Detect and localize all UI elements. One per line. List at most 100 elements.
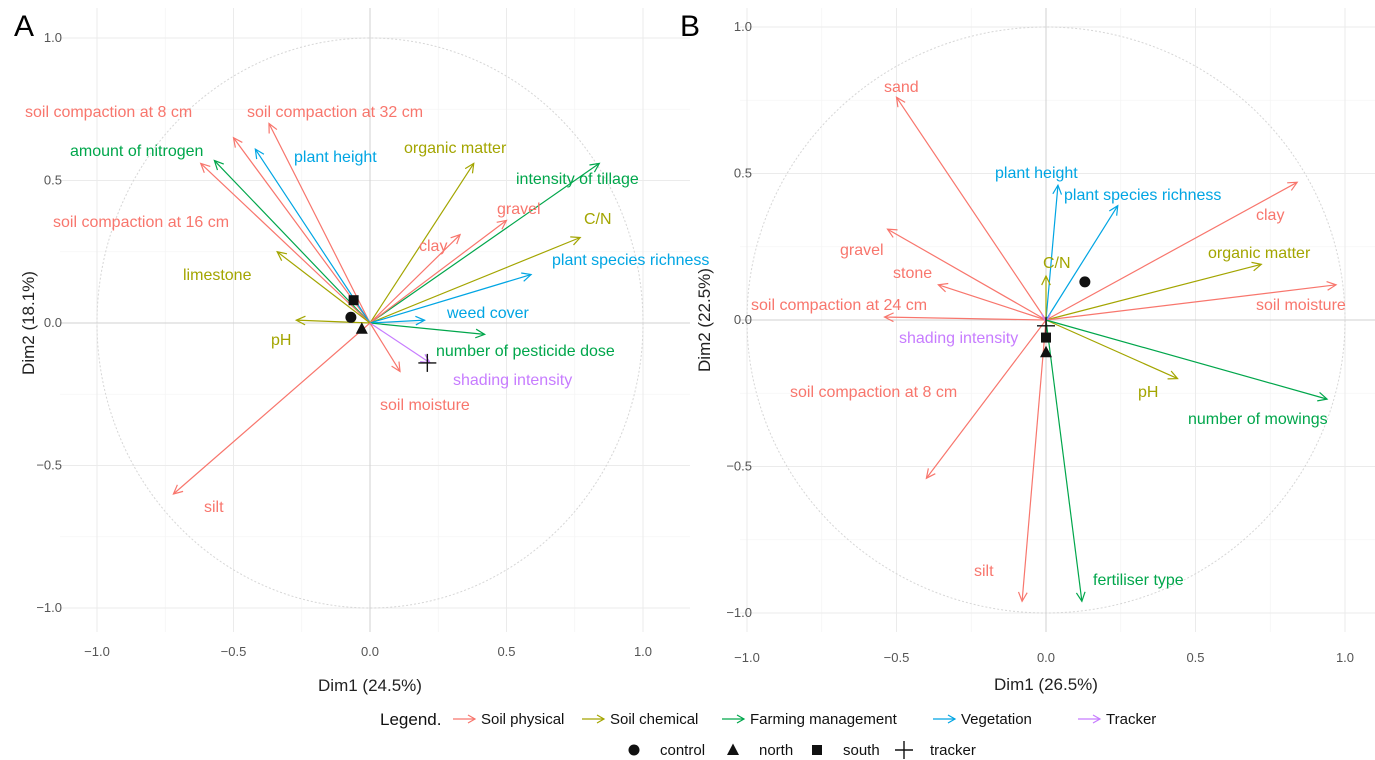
arrow-head: [213, 159, 224, 171]
vector-soil-compaction-at-8-cm: soil compaction at 8 cm: [25, 104, 371, 324]
point-north: [355, 322, 368, 334]
vector-line: [268, 123, 371, 324]
arrow-head: [276, 250, 288, 261]
vector-label: plant height: [294, 149, 377, 166]
points: [345, 295, 437, 372]
arrow-head: [1075, 591, 1086, 603]
vector-organic-matter: organic matter: [1045, 245, 1311, 321]
arrow-head: [1052, 183, 1063, 195]
arrow-head: [589, 162, 601, 173]
vector-label: C/N: [584, 211, 612, 228]
arrow-head: [937, 282, 949, 293]
arrow-head: [232, 136, 243, 148]
vector-line: [1021, 319, 1047, 602]
vector-label: stone: [893, 265, 932, 282]
x-tick-label: 0.0: [1037, 650, 1055, 665]
legend-item-tracker: Tracker: [1078, 711, 1156, 728]
legend-symbol: [812, 745, 822, 755]
points: [1037, 276, 1091, 358]
arrow-head: [294, 315, 306, 326]
panel-letter: B: [680, 10, 700, 43]
arrow-head: [254, 147, 265, 160]
y-tick-label: −0.5: [726, 459, 752, 474]
legend-label: south: [843, 742, 880, 759]
arrow-head: [268, 122, 278, 134]
x-tick-label: −0.5: [884, 650, 910, 665]
arrow-head: [464, 162, 475, 174]
arrow-head: [475, 328, 487, 339]
panel-b: −1.0 −0.5 0.0 0.5 1.0 −1.0 −0.5 0.0 0.5 1.0 Dim1 (…: [680, 8, 1375, 694]
vector-line: [887, 228, 1047, 321]
y-tick-label: −1.0: [726, 605, 752, 620]
arrow-head: [1251, 261, 1263, 272]
arrow-head: [1317, 392, 1329, 402]
vector-plant-height: plant height: [995, 165, 1078, 321]
vector-label: soil compaction at 32 cm: [247, 104, 423, 121]
x-axis-title: Dim1 (24.5%): [318, 676, 422, 695]
vector-line: [369, 322, 485, 335]
vector-line: [369, 319, 425, 324]
vector-ph: pH: [1045, 319, 1179, 401]
vector-plant-height: plant height: [254, 147, 377, 324]
arrow-head: [496, 219, 508, 230]
vector-label: number of pesticide dose: [436, 343, 615, 360]
legend-arrow-head: [596, 714, 606, 724]
legend-item-north: north: [727, 742, 793, 759]
vector-line: [884, 316, 1047, 321]
vector-ph: pH: [271, 315, 371, 349]
legend-label: tracker: [930, 742, 976, 759]
point-north: [1040, 345, 1052, 358]
vector-amount-of-nitrogen: amount of nitrogen: [70, 143, 371, 324]
vector-line: [369, 322, 431, 364]
vector-fertiliser-type: fertiliser type: [1045, 319, 1184, 603]
legend-symbol: [895, 741, 913, 759]
arrow-head: [1017, 591, 1028, 603]
arrow-head: [925, 468, 936, 480]
arrow-head: [1287, 181, 1299, 191]
arrow-head: [172, 484, 184, 495]
arrow-head: [199, 162, 211, 173]
point-tracker: [418, 353, 437, 372]
arrow-head: [1041, 274, 1051, 286]
legend-label: Soil chemical: [610, 711, 698, 728]
arrow-head: [1326, 281, 1338, 291]
gridlines: [740, 8, 1375, 632]
vector-line: [200, 162, 371, 324]
legend-label: north: [759, 742, 793, 759]
vector-line: [1045, 181, 1298, 321]
vector-gravel: gravel: [840, 228, 1047, 321]
vector-plant-species-richness: plant species richness: [369, 252, 709, 324]
vector-soil-moisture: soil moisture: [1045, 281, 1346, 321]
vector-label: amount of nitrogen: [70, 143, 203, 160]
legend-item-vegetation: Vegetation: [933, 711, 1032, 728]
vector-c-n: C/N: [1041, 255, 1071, 320]
vector-label: pH: [1138, 384, 1158, 401]
vector-line: [369, 219, 507, 324]
y-tick-label: 1.0: [734, 19, 752, 34]
legend-item-soil-chemical: Soil chemical: [582, 711, 698, 728]
vector-silt: silt: [974, 319, 1047, 603]
x-tick-label: 0.0: [361, 644, 379, 659]
vector-label: plant species richness: [1064, 187, 1221, 204]
vector-line: [369, 162, 600, 324]
arrow-head: [450, 233, 462, 245]
vector-gravel: gravel: [369, 201, 541, 324]
x-tick-label: −1.0: [734, 650, 760, 665]
x-tick-label: −1.0: [84, 644, 110, 659]
vector-label: organic matter: [404, 140, 507, 157]
vector-label: soil compaction at 8 cm: [25, 104, 192, 121]
vector-label: plant species richness: [552, 252, 709, 269]
arrow-head: [886, 228, 898, 238]
arrow-head: [883, 312, 894, 323]
vector-line: [938, 284, 1047, 321]
legend-arrow-head: [1092, 714, 1102, 724]
legend-symbol: [628, 744, 640, 756]
x-tick-label: −0.5: [221, 644, 247, 659]
arrow-head: [391, 361, 401, 373]
vector-line: [1045, 205, 1119, 321]
point-tracker: [1037, 316, 1055, 335]
point-south: [1041, 332, 1051, 343]
arrow-head: [521, 272, 533, 282]
vector-line: [369, 236, 581, 324]
vector-label: fertiliser type: [1093, 572, 1184, 589]
